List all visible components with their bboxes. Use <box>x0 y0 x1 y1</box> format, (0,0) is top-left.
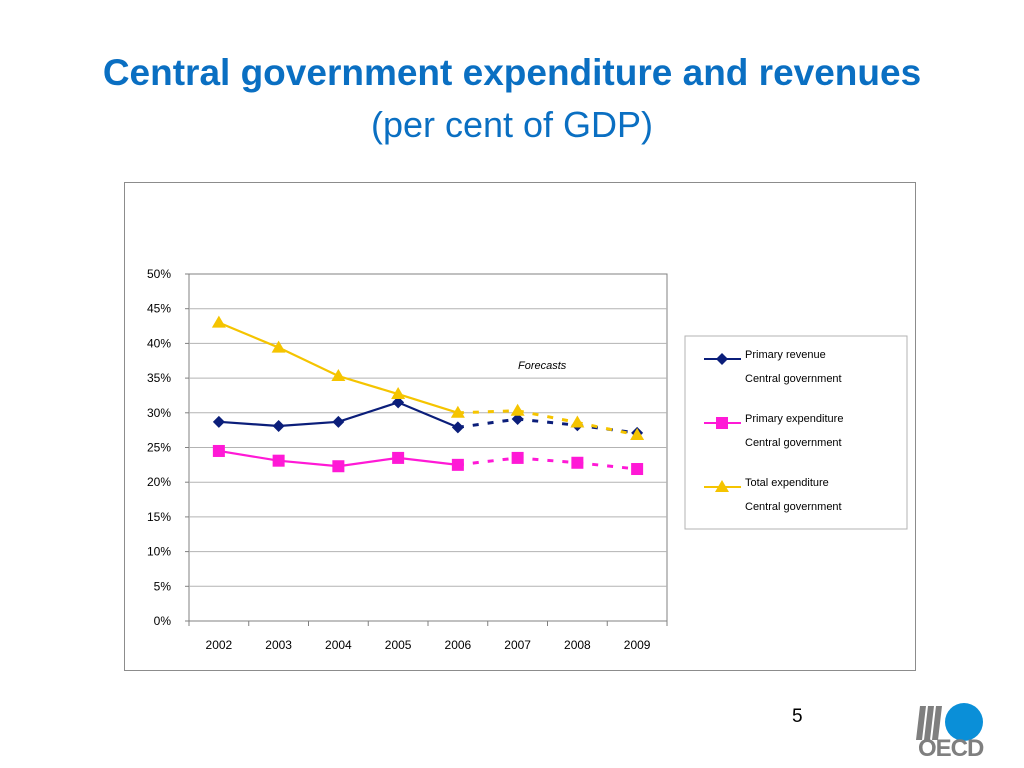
x-tick-label: 2007 <box>504 638 531 652</box>
page-number: 5 <box>792 706 803 727</box>
legend-sublabel: Central government <box>745 501 842 513</box>
y-tick-label: 15% <box>147 510 171 524</box>
x-tick-label: 2005 <box>385 638 412 652</box>
data-point-primary_revenue <box>332 415 345 428</box>
oecd-logo-stripes-icon <box>916 706 942 740</box>
x-tick-label: 2008 <box>564 638 591 652</box>
x-tick-label: 2006 <box>445 638 472 652</box>
data-point-total_expenditure <box>271 340 286 353</box>
oecd-logo-circle-icon <box>945 703 983 741</box>
chart-frame: 0% 5% 10% 15% 20% 25% 30% 35% 40% 45% 50% 2002 2003 2… <box>124 182 916 671</box>
data-point-primary_expenditure <box>212 444 225 457</box>
data-point-primary_revenue <box>451 421 464 434</box>
data-point-primary_revenue <box>511 413 524 426</box>
x-tick-label: 2003 <box>265 638 292 652</box>
data-point-total_expenditure <box>450 405 465 418</box>
y-tick-label: 30% <box>147 406 171 420</box>
y-tick-label: 10% <box>147 545 171 559</box>
y-tick-label: 35% <box>147 371 171 385</box>
data-point-total_expenditure <box>331 369 346 382</box>
legend-label: Primary revenue <box>745 349 826 361</box>
data-point-primary_expenditure <box>392 451 405 464</box>
y-tick-label: 40% <box>147 336 171 350</box>
data-point-primary_expenditure <box>332 460 345 473</box>
legend-marker-primary_expenditure <box>716 417 728 429</box>
data-point-total_expenditure <box>630 428 645 441</box>
series-forecast-line-total_expenditure <box>457 409 638 437</box>
legend-marker-total_expenditure <box>715 480 729 492</box>
legend-box <box>684 335 908 530</box>
x-tick-label: 2009 <box>624 638 651 652</box>
legend-sublabel: Central government <box>745 437 842 449</box>
line-chart: 0% 5% 10% 15% 20% 25% 30% 35% 40% 45% 50% 2002 2003 2… <box>147 267 908 652</box>
data-point-primary_expenditure <box>451 458 464 471</box>
legend-label: Primary expenditure <box>745 413 843 425</box>
oecd-logo-text: OECD <box>918 735 984 762</box>
data-point-total_expenditure <box>510 403 525 416</box>
y-tick-label: 45% <box>147 302 171 316</box>
legend-sublabel: Central government <box>745 373 842 385</box>
legend-label: Total expenditure <box>745 477 829 489</box>
oecd-logo-icon <box>916 703 983 741</box>
data-point-primary_revenue <box>392 396 405 409</box>
slide-title: Central government expenditure and reven… <box>102 52 922 93</box>
forecast-annotation: Forecasts <box>518 360 567 372</box>
data-point-total_expenditure <box>391 387 406 400</box>
data-point-primary_expenditure <box>631 463 644 476</box>
data-point-primary_expenditure <box>272 454 285 467</box>
slide-subtitle: (per cent of GDP) <box>370 104 654 145</box>
y-tick-label: 0% <box>154 614 172 628</box>
y-tick-label: 5% <box>154 579 172 593</box>
y-tick-label: 25% <box>147 441 171 455</box>
data-point-primary_expenditure <box>511 451 524 464</box>
y-tick-label: 50% <box>147 267 171 281</box>
data-point-primary_revenue <box>212 415 225 428</box>
data-point-total_expenditure <box>570 415 585 428</box>
series-forecast-line-primary_expenditure <box>457 456 638 471</box>
x-tick-label: 2002 <box>206 638 233 652</box>
data-point-primary_revenue <box>272 419 285 432</box>
legend-marker-primary_revenue <box>716 353 728 365</box>
data-point-total_expenditure <box>211 315 226 328</box>
y-tick-label: 20% <box>147 475 171 489</box>
x-tick-label: 2004 <box>325 638 352 652</box>
data-point-primary_expenditure <box>571 456 584 469</box>
